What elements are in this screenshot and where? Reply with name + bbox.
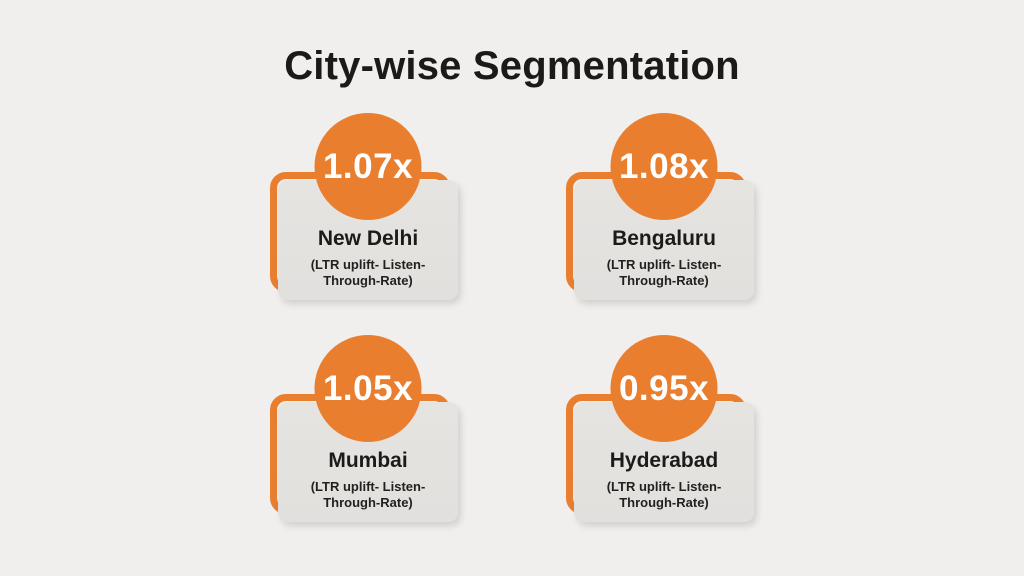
ltr-note-line-1: (LTR uplift- Listen- [606, 257, 722, 273]
ltr-note: (LTR uplift- Listen- Through-Rate) [278, 257, 458, 288]
uplift-badge: 1.08x [610, 113, 718, 220]
uplift-value: 1.05x [322, 368, 414, 408]
card-panel: Bengaluru (LTR uplift- Listen- Through-R… [574, 180, 754, 300]
uplift-value: 1.07x [322, 146, 414, 186]
city-card-bengaluru: Bengaluru (LTR uplift- Listen- Through-R… [566, 113, 754, 300]
city-name: Mumbai [328, 449, 408, 472]
ltr-note-line-2: Through-Rate) [323, 272, 413, 288]
ltr-note: (LTR uplift- Listen- Through-Rate) [574, 257, 754, 288]
ltr-note-line-2: Through-Rate) [619, 272, 709, 288]
ltr-note-line-1: (LTR uplift- Listen- [310, 257, 426, 273]
ltr-note-line-2: Through-Rate) [619, 494, 709, 510]
ltr-note-line-1: (LTR uplift- Listen- [310, 479, 426, 495]
city-card-new-delhi: New Delhi (LTR uplift- Listen- Through-R… [270, 113, 458, 300]
city-card-mumbai: Mumbai (LTR uplift- Listen- Through-Rate… [270, 335, 458, 522]
uplift-value: 0.95x [618, 368, 710, 408]
page-title: City-wise Segmentation [284, 44, 740, 88]
ltr-note-line-2: Through-Rate) [323, 494, 413, 510]
city-name: New Delhi [317, 227, 419, 250]
uplift-badge: 1.07x [314, 113, 422, 220]
uplift-value: 1.08x [618, 146, 710, 186]
uplift-badge: 1.05x [314, 335, 422, 442]
city-name: Hyderabad [609, 449, 719, 472]
city-card-hyderabad: Hyderabad (LTR uplift- Listen- Through-R… [566, 335, 754, 522]
uplift-badge: 0.95x [610, 335, 718, 442]
city-name: Bengaluru [612, 227, 716, 250]
ltr-note-line-1: (LTR uplift- Listen- [606, 479, 722, 495]
ltr-note: (LTR uplift- Listen- Through-Rate) [574, 479, 754, 510]
ltr-note: (LTR uplift- Listen- Through-Rate) [278, 479, 458, 510]
